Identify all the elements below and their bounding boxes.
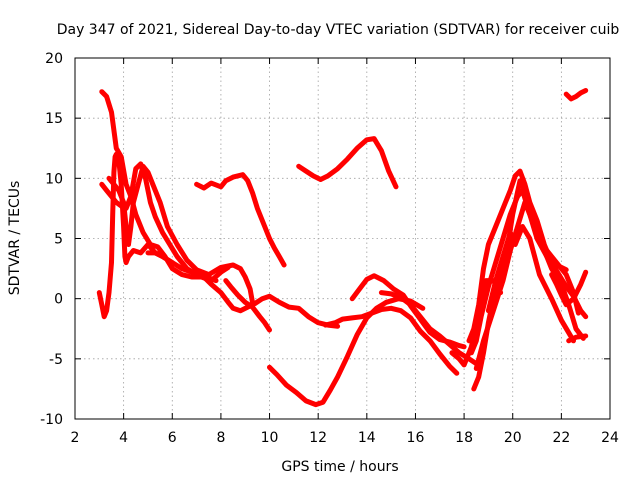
x-tick-label: 24 [601, 430, 619, 446]
y-axis-title: SDTVAR / TECUs [7, 181, 23, 296]
series-line [323, 305, 460, 376]
x-tick-label: 18 [455, 430, 473, 446]
x-tick-label: 20 [504, 430, 522, 446]
series-line [145, 250, 341, 329]
y-tick-label: 0 [54, 292, 63, 308]
x-axis-title: GPS time / hours [281, 459, 398, 475]
x-tick-label: 14 [358, 430, 376, 446]
series-layer [96, 88, 589, 408]
y-tick-label: -5 [49, 352, 63, 368]
y-tick-label: 5 [54, 232, 63, 248]
series-line [449, 278, 504, 368]
x-tick-label: 12 [309, 430, 327, 446]
series-line [485, 224, 576, 344]
y-tick-label: 15 [45, 111, 63, 127]
x-tick-label: 22 [552, 430, 570, 446]
x-tick-label: 8 [216, 430, 225, 446]
x-tick-label: 4 [119, 430, 128, 446]
series-line [549, 269, 589, 308]
series-line [296, 136, 399, 190]
series-line [194, 172, 287, 268]
y-tick-label: -10 [40, 412, 63, 428]
x-tick-label: 16 [407, 430, 425, 446]
plot-frame [74, 57, 611, 420]
x-tick-label: 10 [261, 430, 279, 446]
series-line [223, 278, 272, 333]
series-line [566, 333, 589, 344]
series-line [378, 290, 479, 367]
y-tick-label: 20 [45, 51, 63, 67]
y-tick-label: 10 [45, 171, 63, 187]
series-line [471, 178, 581, 392]
series-line [349, 273, 467, 350]
series-line [563, 88, 589, 102]
chart-title: Day 347 of 2021, Sidereal Day-to-day VTE… [57, 22, 620, 38]
series-line [267, 296, 426, 408]
series-line [96, 151, 175, 320]
x-tick-label: 2 [71, 430, 80, 446]
x-tick-label: 6 [168, 430, 177, 446]
series-line [466, 168, 589, 344]
